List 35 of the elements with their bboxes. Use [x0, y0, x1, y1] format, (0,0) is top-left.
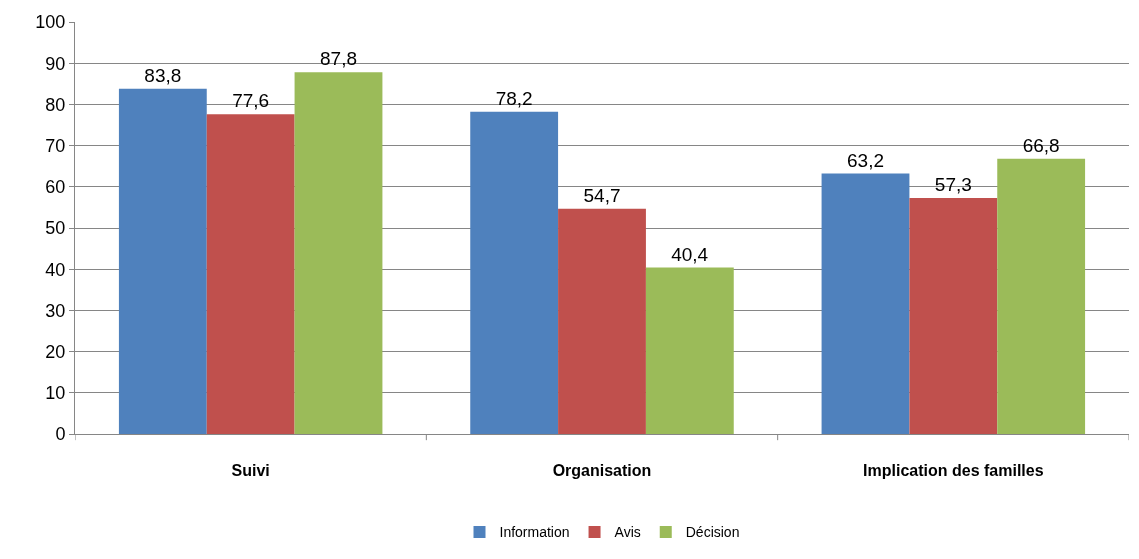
y-tick-label: 20 [45, 341, 66, 362]
bar [997, 158, 1086, 434]
legend-label: Avis [614, 524, 641, 541]
y-tick-label: 70 [45, 135, 66, 156]
y-tick-label: 10 [45, 383, 66, 404]
bar [821, 173, 910, 434]
data-label: 57,3 [934, 173, 972, 195]
bar [558, 208, 646, 434]
data-label: 40,4 [671, 243, 709, 265]
bar [470, 111, 559, 434]
data-label: 78,2 [495, 87, 533, 109]
data-label: 54,7 [583, 184, 621, 206]
y-tick-label: 80 [45, 94, 66, 115]
data-label: 87,8 [320, 48, 357, 70]
y-tick-label: 50 [45, 218, 66, 239]
y-tick-label: 60 [45, 177, 66, 198]
bar [206, 114, 295, 434]
y-tick-label: 30 [45, 300, 66, 321]
data-label: 66,8 [1022, 134, 1060, 156]
y-tick-label: 40 [45, 259, 66, 280]
bar [118, 88, 207, 434]
data-label: 63,2 [847, 149, 884, 171]
data-label: 77,6 [232, 90, 270, 112]
x-tick-label: Implication des familles [863, 462, 1044, 480]
legend-label: Information [499, 524, 570, 541]
y-tick-label: 90 [45, 53, 66, 74]
x-tick-label: Organisation [552, 462, 652, 480]
y-tick-label: 0 [55, 424, 66, 445]
legend-label: Décision [685, 524, 740, 541]
x-tick-label: Suivi [231, 462, 270, 480]
bar [294, 72, 383, 434]
bar [909, 197, 998, 434]
y-tick-label: 100 [35, 12, 66, 33]
bar [645, 267, 734, 434]
data-label: 83,8 [144, 64, 182, 86]
